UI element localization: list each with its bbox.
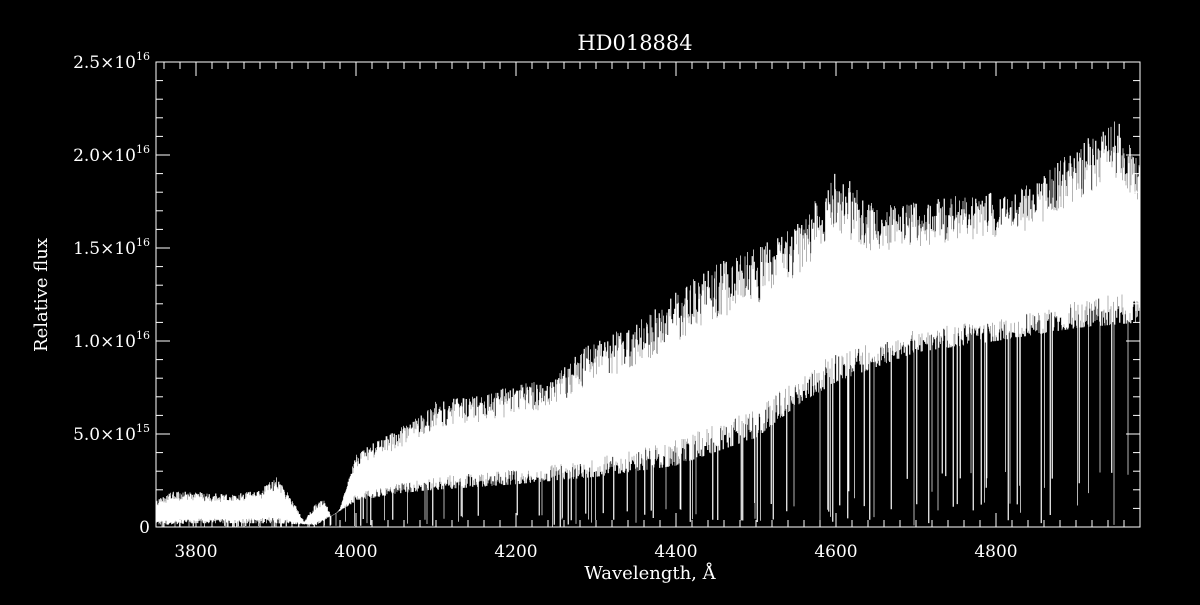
x-tick-label: 4800 [974, 542, 1017, 562]
y-tick-label: 5.0×1015 [73, 422, 150, 445]
x-tick-label: 3800 [174, 542, 217, 562]
x-tick-label: 4000 [334, 542, 377, 562]
y-tick-label: 2.5×1016 [73, 50, 150, 73]
x-tick-label: 4200 [494, 542, 537, 562]
x-tick-label: 4400 [654, 542, 697, 562]
axes-layer: 3800 4000 4200 4400 4600 4800 0 5.0×1015 1.0×101… [73, 50, 1141, 562]
chart-title: HD018884 [577, 31, 692, 55]
y-tick-label: 1.0×1016 [73, 329, 150, 352]
y-axis-label: Relative flux [31, 238, 52, 352]
y-tick-label: 0 [139, 518, 150, 538]
y-tick-label: 2.0×1016 [73, 143, 150, 166]
x-axis-label: Wavelength, Å [584, 562, 716, 584]
x-tick-label: 4600 [814, 542, 857, 562]
spectrum-data-layer [155, 121, 1141, 527]
y-tick-label: 1.5×1016 [73, 236, 150, 259]
spectrum-series [155, 121, 1141, 527]
plot-frame [155, 61, 1141, 528]
